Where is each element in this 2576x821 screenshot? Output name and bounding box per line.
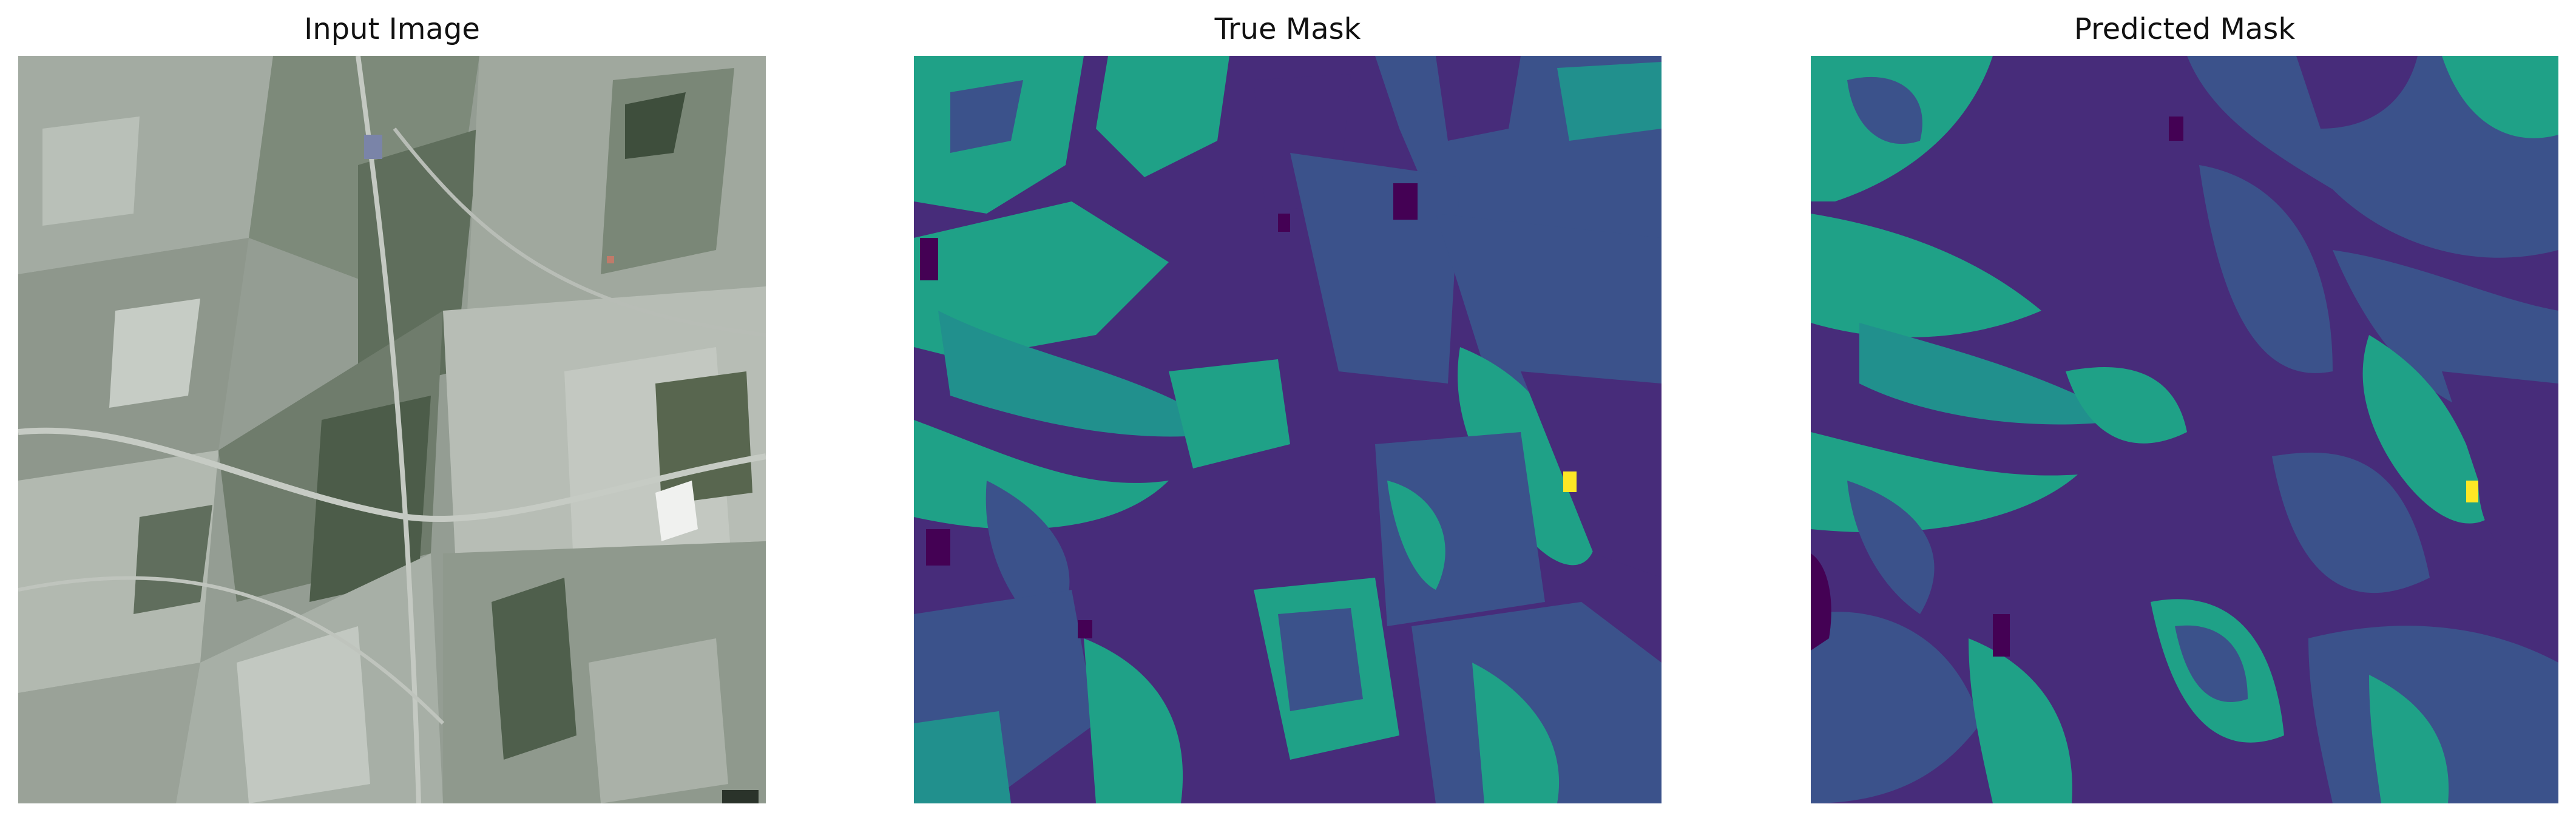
panel-title: Predicted Mask bbox=[2074, 12, 2296, 46]
panel-true-mask: True Mask bbox=[914, 0, 1662, 821]
satellite-image bbox=[18, 56, 766, 803]
true-mask-image bbox=[914, 56, 1662, 803]
panel-title: True Mask bbox=[1214, 12, 1361, 46]
predicted-mask bbox=[1811, 56, 2558, 803]
panel-input-image: Input Image bbox=[18, 0, 766, 821]
panel-predicted-mask: Predicted Mask bbox=[1811, 0, 2558, 821]
predicted-mask-image bbox=[1811, 56, 2558, 803]
true-mask bbox=[914, 56, 1662, 803]
panel-title: Input Image bbox=[304, 12, 480, 46]
input-image bbox=[18, 56, 766, 803]
